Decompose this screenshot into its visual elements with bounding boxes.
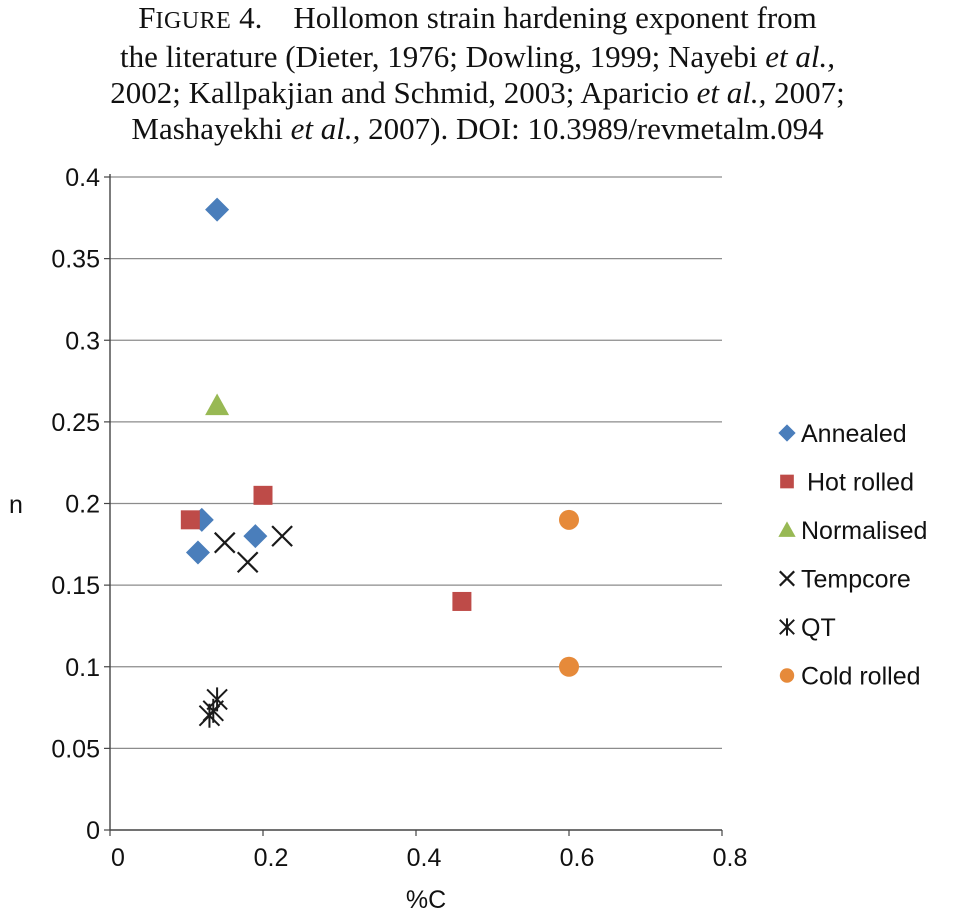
caption-line4-b: 2007). DOI: 10.3989/revmetalm.094 [360,111,824,146]
point-cold-rolled [559,656,579,677]
data-points [180,197,579,728]
x-tick-label: 0.2 [254,844,289,872]
point-tempcore [213,531,236,554]
circle-shape [779,668,795,683]
point-tempcore [236,551,259,574]
diamond-shape [205,197,230,222]
square-shape [452,591,472,611]
point-annealed [205,197,230,222]
x-stroke [779,570,795,587]
square-shape [180,510,200,530]
legend-marker-hot-rolled [780,474,794,489]
caption-line1-text: Hollomon strain hardening exponent from [293,0,817,35]
y-tick-label: 0.25 [51,409,100,437]
x-tick-label: 0 [111,844,125,872]
triangle-shape [205,393,230,416]
y-tick-label: 0.3 [65,327,100,355]
grid-lines [110,176,722,749]
x-stroke [213,531,236,554]
legend-marker-qt [779,618,795,636]
legend-item-normalised: Normalised [778,517,927,545]
y-tick-label: 0.4 [65,164,100,192]
caption-line3-italic: et al., [696,75,767,110]
axes [104,174,723,836]
legend-label-hot-rolled: Hot rolled [807,469,914,497]
square-shape [253,485,273,505]
caption-line-4: Mashayekhi et al., 2007). DOI: 10.3989/r… [0,111,955,147]
point-hot-rolled [452,591,472,611]
point-cold-rolled [559,509,579,530]
y-tick-label: 0.05 [51,735,100,763]
y-tick-label: 0.15 [51,572,100,600]
point-annealed [243,524,268,549]
legend-item-qt: QT [779,614,836,642]
caption-line-1: FIGURE 4. Hollomon strain hardening expo… [0,0,955,39]
diamond-shape [243,524,268,549]
legend-marker-tempcore [779,570,795,587]
circle-shape [559,656,579,677]
y-tick-label: 0.1 [65,654,100,682]
legend-marker-annealed [778,424,796,442]
point-annealed [185,540,210,565]
legend-label-qt: QT [801,614,836,642]
caption-label-initial: F [138,0,156,35]
y-axis-label: n [9,491,23,519]
y-tick-label: 0 [86,817,100,845]
figure-caption: FIGURE 4. Hollomon strain hardening expo… [0,0,955,147]
diamond-shape [778,424,796,442]
legend-label-cold-rolled: Cold rolled [801,663,921,691]
triangle-shape [778,521,796,537]
caption-line3-a: 2002; Kallpakjian and Schmid, 2003; Apar… [110,75,697,110]
y-tick-label: 0.2 [65,491,100,519]
legend-label-tempcore: Tempcore [801,566,911,594]
y-tick-label: 0.35 [51,246,100,274]
square-shape [780,474,794,489]
x-axis-label: %C [406,886,446,914]
point-qt [198,703,221,728]
x-tick-label: 0.6 [560,844,595,872]
x-stroke [236,551,259,574]
legend-marker-cold-rolled [779,668,795,683]
legend-item-annealed: Annealed [778,420,907,448]
legend-label-annealed: Annealed [801,420,907,448]
point-hot-rolled [180,510,200,530]
point-normalised [205,393,230,416]
caption-line-3: 2002; Kallpakjian and Schmid, 2003; Apar… [0,75,955,111]
legend: Annealed Hot rolled Normalised Tempcore QT Co… [778,420,927,691]
legend-marker-normalised [778,521,796,537]
caption-label-number: 4. [239,0,263,35]
point-tempcore [271,525,293,547]
circle-shape [559,509,579,530]
caption-line2-a: the literature (Dieter, 1976; Dowling, 1… [119,39,766,74]
legend-item-tempcore: Tempcore [779,566,911,594]
point-hot-rolled [253,485,273,505]
x-tick-label: 0.4 [407,844,442,872]
legend-item-hot-rolled: Hot rolled [780,469,914,497]
tick-labels: 0 0.05 0.1 0.15 0.2 0.25 0.3 0.35 0.4 0 0.2 0.4 0.6 0… [51,164,747,872]
caption-line3-b: 2007; [766,75,845,110]
caption-line4-a: Mashayekhi [131,111,291,146]
caption-label-rest: IGURE [155,8,232,34]
legend-label-normalised: Normalised [801,517,927,545]
legend-item-cold-rolled: Cold rolled [779,663,921,691]
x-stroke [271,525,293,547]
caption-line4-italic: et al., [290,111,361,146]
x-tick-label: 0.8 [713,844,748,872]
caption-line2-italic: et al., [765,39,836,74]
diamond-shape [185,540,210,565]
caption-line-2: the literature (Dieter, 1976; Dowling, 1… [0,39,955,75]
